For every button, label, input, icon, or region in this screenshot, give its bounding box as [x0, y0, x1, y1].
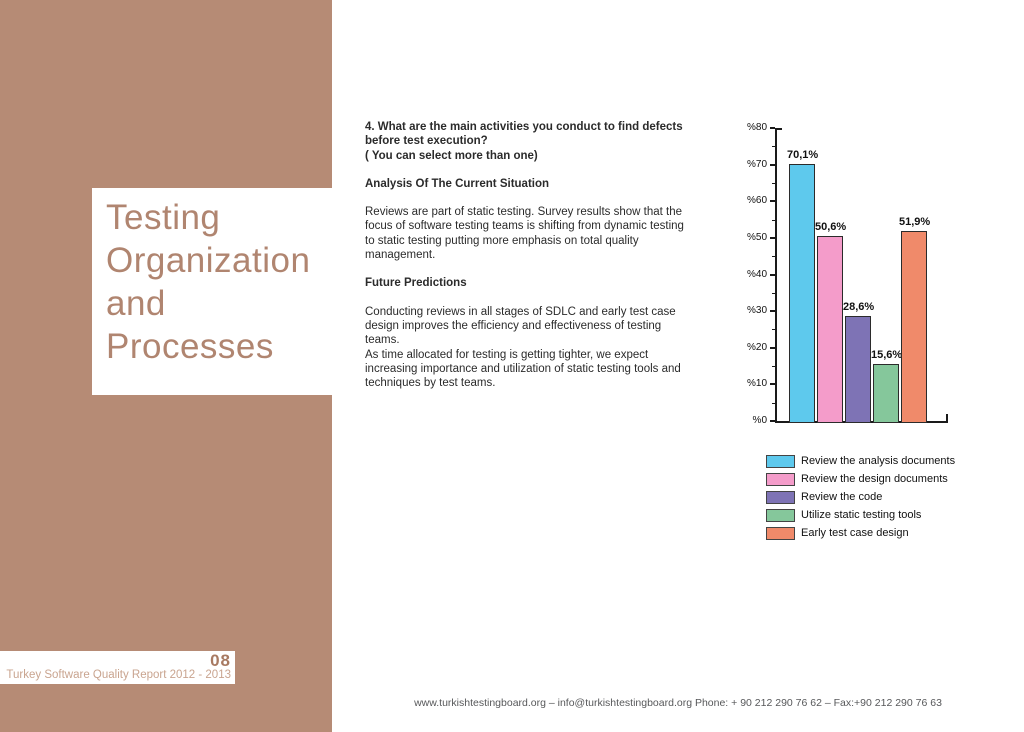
y-major-tick	[770, 127, 775, 129]
legend-swatch	[766, 508, 795, 522]
bar-value-label: 15,6%	[871, 348, 903, 361]
y-tick-label: %60	[746, 195, 767, 207]
chapter-title-line: and	[106, 284, 166, 323]
x-axis-end-cap	[946, 414, 948, 423]
y-tick-label: %20	[746, 341, 767, 353]
analysis-paragraph: Reviews are part of static testing. Surv…	[365, 206, 684, 262]
question-heading: 4. What are the main activities you cond…	[365, 120, 695, 163]
bar-2	[817, 235, 843, 423]
bar-4	[873, 363, 899, 423]
y-minor-tick	[772, 329, 775, 331]
y-major-tick	[770, 346, 775, 349]
main-text-column: 4. What are the main activities you cond…	[365, 120, 695, 404]
predictions-paragraph-line: As time allocated for testing is getting…	[365, 348, 681, 390]
question-heading-text: 4. What are the main activities you cond…	[365, 121, 683, 148]
y-axis	[775, 128, 777, 423]
chapter-title-line: Organization	[106, 241, 311, 280]
predictions-paragraph: Conducting reviews in all stages of SDLC…	[365, 305, 695, 391]
bar-chart: %0 %10 %20 %30 %40 %50 %60 %70 %80 70,1% 50,6% 28,6…	[745, 120, 960, 430]
y-tick-label: %70	[746, 158, 767, 170]
contact-footer: www.turkishtestingboard.org – info@turki…	[414, 697, 942, 709]
y-tick-label: %0	[752, 415, 767, 426]
section-heading-predictions: Future Predictions	[365, 277, 467, 290]
question-heading-note: ( You can select more than one)	[365, 149, 538, 162]
bar-1	[789, 164, 815, 423]
legend-swatch	[766, 454, 795, 468]
legend-row: Review the analysis documents	[766, 452, 955, 470]
bar-5	[901, 230, 927, 423]
bar-value-label: 50,6%	[815, 220, 847, 233]
chapter-title-line: Processes	[106, 327, 274, 366]
predictions-paragraph-line: Conducting reviews in all stages of SDLC…	[365, 305, 676, 347]
chapter-title-box: Testing Organization and Processes	[92, 188, 333, 395]
legend-row: Review the code	[766, 488, 955, 506]
legend-swatch	[766, 472, 795, 486]
y-tick-label: %30	[746, 305, 767, 317]
bar-value-label: 51,9%	[899, 215, 931, 228]
y-minor-tick	[772, 292, 775, 294]
bar-3	[845, 316, 871, 423]
y-major-tick	[770, 310, 775, 313]
page-footer-box: 08 Turkey Software Quality Report 2012 -…	[0, 651, 235, 684]
legend-label: Utilize static testing tools	[801, 509, 922, 521]
y-major-tick	[770, 236, 775, 239]
y-minor-tick	[772, 366, 775, 368]
legend-label: Review the design documents	[801, 473, 948, 485]
y-major-tick	[770, 420, 775, 422]
y-minor-tick	[772, 402, 775, 404]
section-heading-analysis: Analysis Of The Current Situation	[365, 177, 550, 190]
y-major-tick	[770, 163, 775, 166]
legend-label: Early test case design	[801, 527, 909, 539]
y-minor-tick	[772, 182, 775, 184]
legend-swatch	[766, 490, 795, 504]
report-title: Turkey Software Quality Report 2012 - 20…	[6, 669, 231, 681]
y-axis-top-cap	[775, 128, 782, 130]
bar-value-label: 28,6%	[843, 301, 875, 314]
y-minor-tick	[772, 219, 775, 221]
y-tick-label: %80	[746, 122, 767, 133]
y-major-tick	[770, 200, 775, 203]
bar-value-label: 70,1%	[787, 149, 819, 162]
legend-row: Review the design documents	[766, 470, 955, 488]
legend-row: Utilize static testing tools	[766, 506, 955, 524]
y-major-tick	[770, 273, 775, 276]
legend-label: Review the analysis documents	[801, 455, 956, 467]
chart-legend: Review the analysis documents Review the …	[766, 452, 955, 542]
y-tick-label: %10	[746, 378, 767, 390]
y-tick-label: %50	[746, 231, 767, 243]
legend-swatch	[766, 526, 795, 540]
y-major-tick	[770, 383, 775, 386]
page-number: 08	[210, 651, 231, 670]
legend-label: Review the code	[801, 491, 883, 503]
y-minor-tick	[772, 256, 775, 258]
y-tick-label: %40	[746, 268, 767, 280]
y-minor-tick	[772, 146, 775, 148]
legend-row: Early test case design	[766, 524, 955, 542]
chapter-title-line: Testing	[106, 198, 221, 237]
